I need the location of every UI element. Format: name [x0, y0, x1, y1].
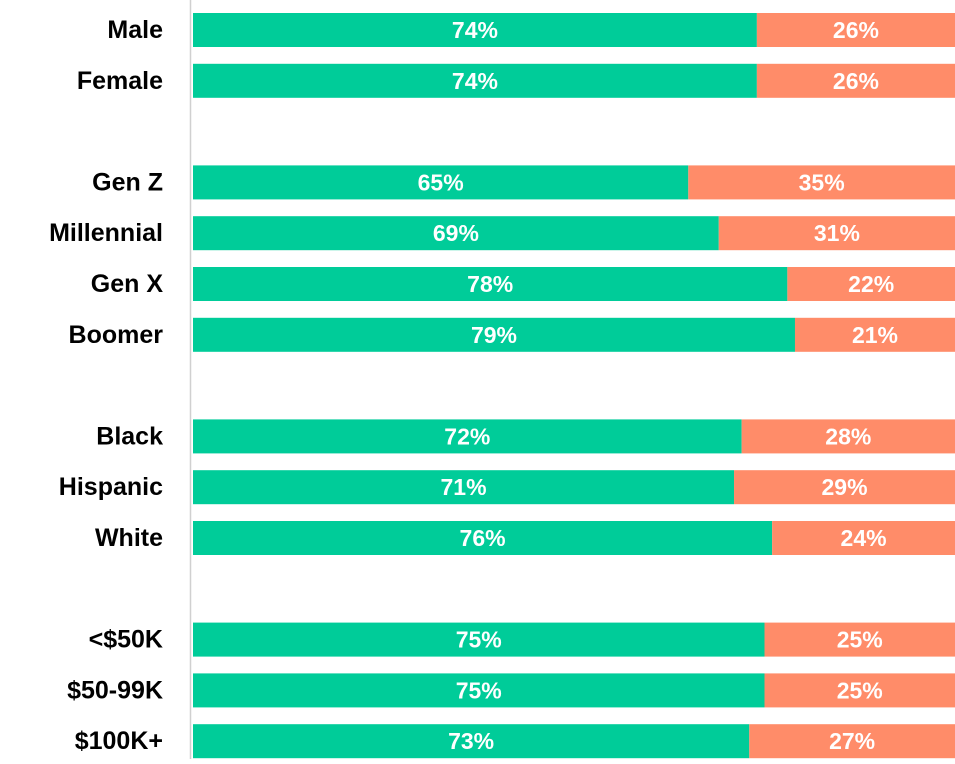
value-label: 26% — [833, 68, 879, 94]
category-label: Black — [96, 422, 163, 450]
category-label: $100K+ — [75, 727, 163, 755]
value-label: 76% — [460, 525, 506, 551]
category-label: Millennial — [49, 219, 163, 247]
value-label: 69% — [433, 220, 479, 246]
category-label: <$50K — [89, 626, 163, 654]
category-label: Gen X — [91, 270, 164, 298]
value-label: 71% — [440, 474, 486, 500]
value-label: 28% — [825, 423, 871, 449]
value-label: 24% — [841, 525, 887, 551]
value-label: 25% — [837, 677, 883, 703]
category-label: Male — [107, 16, 163, 44]
value-label: 73% — [448, 728, 494, 754]
category-label: White — [95, 524, 163, 552]
category-label: Gen Z — [92, 168, 163, 196]
value-label: 79% — [471, 322, 517, 348]
value-label: 65% — [418, 169, 464, 195]
value-label: 29% — [821, 474, 867, 500]
value-label: 35% — [799, 169, 845, 195]
value-label: 75% — [456, 677, 502, 703]
value-label: 74% — [452, 68, 498, 94]
value-label: 72% — [444, 423, 490, 449]
value-label: 22% — [848, 271, 894, 297]
value-label: 74% — [452, 17, 498, 43]
value-label: 78% — [467, 271, 513, 297]
value-label: 26% — [833, 17, 879, 43]
value-label: 21% — [852, 322, 898, 348]
category-label: $50-99K — [67, 676, 163, 704]
value-label: 27% — [829, 728, 875, 754]
value-label: 75% — [456, 627, 502, 653]
category-label: Hispanic — [59, 473, 163, 501]
category-label: Female — [77, 67, 163, 95]
value-label: 31% — [814, 220, 860, 246]
category-label: Boomer — [69, 321, 164, 349]
value-label: 25% — [837, 627, 883, 653]
